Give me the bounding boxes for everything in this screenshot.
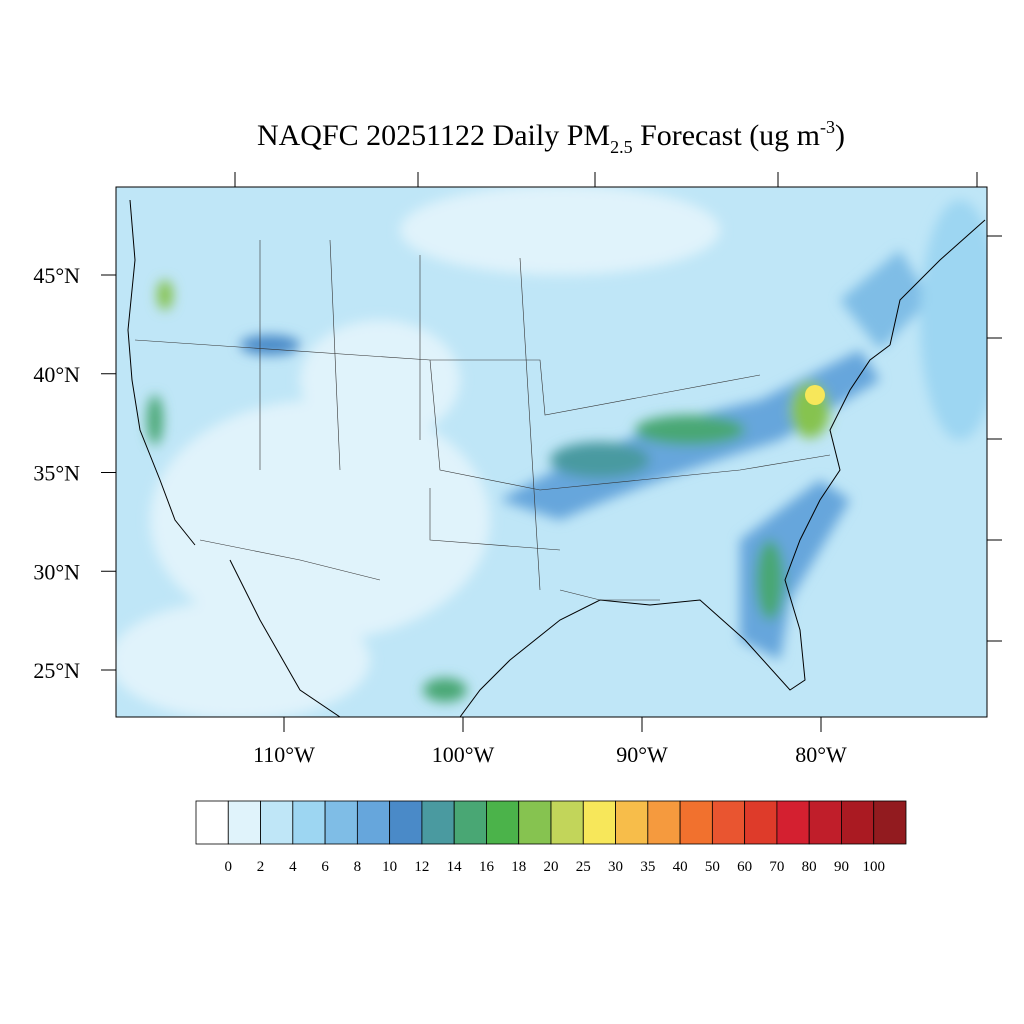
colorbar-box	[486, 800, 520, 845]
map-frame	[115, 186, 988, 718]
colorbar-label: 4	[289, 859, 297, 875]
title-superscript: -3	[820, 117, 835, 137]
colorbar-box	[195, 800, 229, 845]
colorbar-label: 70	[769, 859, 784, 875]
colorbar-label: 35	[640, 859, 655, 875]
colorbar-label: 6	[321, 859, 329, 875]
colorbar-box	[808, 800, 842, 845]
colorbar-label: 12	[414, 859, 429, 875]
lat-label: 35°N	[33, 461, 80, 486]
colorbar-box	[873, 800, 907, 845]
colorbar-label: 50	[705, 859, 720, 875]
colorbar-box	[841, 800, 875, 845]
title-mid: Forecast (ug m	[633, 119, 820, 152]
colorbar-label: 18	[511, 859, 526, 875]
colorbar-box	[744, 800, 778, 845]
lon-label: 110°W	[253, 742, 315, 767]
colorbar-box	[356, 800, 391, 845]
colorbar-box	[227, 800, 261, 845]
lon-label: 80°W	[795, 742, 847, 767]
title-subscript: 2.5	[610, 137, 633, 157]
colorbar-label: 100	[862, 859, 885, 875]
title-main: NAQFC 20251122 Daily PM	[257, 119, 610, 152]
colorbar-box	[615, 800, 649, 845]
colorbar-box	[324, 800, 358, 845]
lat-label: 25°N	[33, 658, 80, 683]
colorbar-box	[260, 800, 294, 845]
colorbar-label: 16	[479, 859, 495, 875]
lon-label: 90°W	[616, 742, 668, 767]
colorbar-label: 30	[608, 859, 623, 875]
colorbar: 0 2 4 6 8 10 12 14 16 18 20 25 30 35 40 50 60 70 80 90 100	[195, 800, 907, 875]
lon-label: 100°W	[432, 742, 495, 767]
colorbar-box	[292, 800, 326, 845]
colorbar-label: 10	[382, 859, 397, 875]
colorbar-box	[518, 800, 552, 845]
colorbar-box	[453, 800, 487, 845]
lat-label: 30°N	[33, 559, 80, 584]
title-end: )	[835, 119, 845, 152]
colorbar-label: 8	[354, 859, 362, 875]
colorbar-label: 60	[737, 859, 752, 875]
colorbar-box	[776, 800, 810, 845]
frame-ticks	[234, 172, 1002, 642]
lat-label: 40°N	[33, 362, 80, 387]
colorbar-label: 0	[225, 859, 233, 875]
colorbar-box	[582, 800, 616, 845]
title: NAQFC 20251122 Daily PM2.5 Forecast (ug …	[257, 117, 845, 157]
colorbar-box	[647, 800, 681, 845]
colorbar-label: 20	[544, 859, 559, 875]
colorbar-box	[711, 800, 746, 845]
colorbar-label: 2	[257, 859, 265, 875]
colorbar-label: 14	[447, 859, 463, 875]
map-field	[116, 187, 987, 717]
colorbar-box	[421, 800, 455, 845]
colorbar-box	[550, 800, 584, 845]
lat-label: 45°N	[33, 263, 80, 288]
colorbar-box	[679, 800, 713, 845]
colorbar-label: 90	[834, 859, 849, 875]
colorbar-label: 80	[802, 859, 817, 875]
axes: 45°N 40°N 35°N 30°N 25°N 110°W 100°W 90°W 80°W	[33, 263, 847, 767]
colorbar-label: 40	[673, 859, 688, 875]
colorbar-box	[389, 800, 423, 845]
colorbar-label: 25	[576, 859, 591, 875]
